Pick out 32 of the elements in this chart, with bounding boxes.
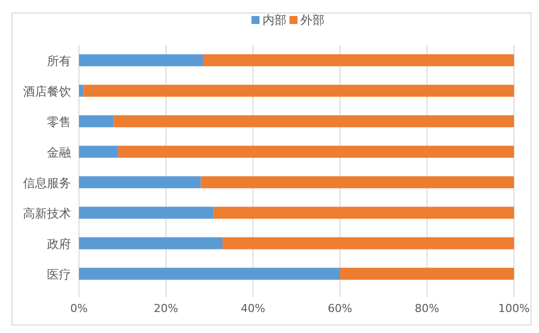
- bar: [222, 237, 514, 250]
- x-tick-label: 100%: [498, 302, 530, 315]
- bar: [340, 268, 514, 280]
- bar: [79, 84, 84, 97]
- bar: [114, 115, 514, 128]
- y-tick-label: 酒店餐饮: [23, 84, 71, 98]
- x-tick-label: 60%: [328, 302, 352, 315]
- legend-label: 内部: [262, 13, 286, 27]
- x-tick-label: 0%: [70, 302, 88, 315]
- x-tick-label: 80%: [414, 302, 440, 315]
- bar: [118, 146, 514, 158]
- bar: [200, 176, 514, 188]
- y-tick-label: 高新技术: [23, 206, 71, 220]
- y-tick-label: 信息服务: [23, 176, 71, 190]
- bar: [79, 237, 223, 250]
- y-tick-label: 政府: [47, 236, 71, 251]
- bar: [79, 206, 214, 219]
- y-tick-label: 所有: [47, 54, 71, 68]
- legend-label: 外部: [300, 13, 324, 27]
- bar: [79, 115, 114, 128]
- y-tick-label: 零售: [47, 114, 71, 129]
- bar: [79, 176, 201, 188]
- bar: [79, 54, 203, 66]
- bar: [79, 146, 118, 158]
- y-tick-label: 医疗: [47, 267, 71, 282]
- x-tick-label: 20%: [154, 302, 178, 315]
- bar: [79, 268, 340, 280]
- x-tick-label: 40%: [240, 302, 266, 315]
- bar: [202, 54, 514, 66]
- bar: [83, 84, 514, 97]
- y-tick-label: 金融: [47, 145, 71, 160]
- bar: [214, 206, 514, 219]
